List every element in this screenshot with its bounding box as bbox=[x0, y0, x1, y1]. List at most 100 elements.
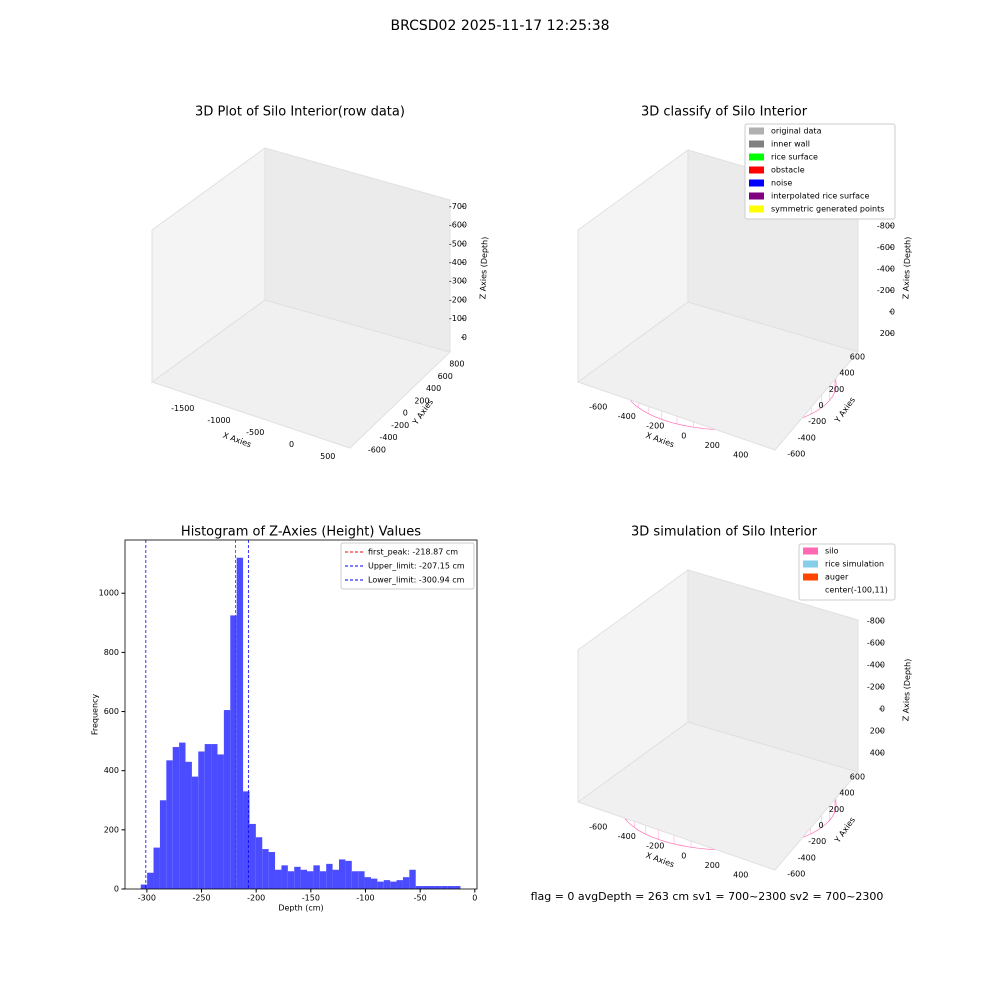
y-tick-label: -400 bbox=[798, 853, 816, 862]
bar bbox=[300, 869, 308, 889]
bar bbox=[447, 886, 455, 889]
legend-label: symmetric generated points bbox=[771, 205, 884, 214]
legend-label: first_peak: -218.87 cm bbox=[368, 548, 458, 557]
legend-swatch bbox=[803, 560, 818, 568]
y-tick-label: 600 bbox=[850, 773, 865, 782]
y-tick-label: 1000 bbox=[99, 589, 119, 598]
bar bbox=[153, 847, 160, 889]
bar bbox=[172, 747, 180, 889]
z-tick-label: -100 bbox=[449, 314, 467, 323]
y-tick-label: 400 bbox=[839, 369, 854, 378]
legend-label: silo bbox=[825, 547, 839, 556]
bar bbox=[441, 886, 448, 889]
legend-label: interpolated rice surface bbox=[771, 192, 869, 201]
y-tick-label: 0 bbox=[819, 821, 824, 830]
bar bbox=[147, 872, 154, 889]
y-tick-label: 400 bbox=[839, 789, 854, 798]
z-tick-label: -600 bbox=[449, 221, 467, 230]
y-tick-label: 600 bbox=[438, 372, 453, 381]
x-tick-label: -200 bbox=[646, 422, 664, 431]
bar bbox=[370, 878, 378, 889]
y-tick-label: 0 bbox=[114, 885, 119, 894]
bar bbox=[415, 886, 423, 889]
y-tick-label: 400 bbox=[426, 384, 441, 393]
y-tick-label: -400 bbox=[379, 433, 397, 442]
bar bbox=[249, 823, 256, 889]
x-axis-label: Depth (cm) bbox=[278, 904, 323, 913]
x-tick-label: -200 bbox=[247, 894, 265, 903]
x-tick-label: 0 bbox=[681, 431, 686, 440]
bar bbox=[230, 615, 237, 889]
z-tick-label: 200 bbox=[880, 329, 895, 338]
bar bbox=[159, 800, 167, 889]
z-tick-label: -300 bbox=[449, 277, 467, 286]
legend-box bbox=[798, 543, 896, 601]
legend-label: center(-100,11) bbox=[825, 586, 888, 595]
bar bbox=[377, 881, 384, 889]
bar bbox=[454, 886, 461, 889]
bar bbox=[262, 849, 269, 889]
legend-swatch bbox=[749, 205, 764, 213]
bar bbox=[396, 880, 403, 889]
bar bbox=[281, 865, 288, 889]
legend-swatch bbox=[803, 547, 818, 555]
y-tick-label: 200 bbox=[829, 805, 844, 814]
bar bbox=[364, 877, 371, 889]
bar bbox=[351, 871, 359, 889]
legend-label: rice simulation bbox=[825, 560, 884, 569]
z-tick-label: 0 bbox=[880, 705, 885, 714]
chart-title: 3D classify of Silo Interior bbox=[641, 105, 808, 120]
legend-box bbox=[340, 542, 475, 590]
axis-label: Z Axies (Depth) bbox=[901, 659, 912, 722]
bar bbox=[217, 754, 224, 889]
bar bbox=[338, 859, 346, 889]
legend-swatch bbox=[803, 573, 818, 581]
legend-swatch bbox=[749, 140, 764, 148]
x-tick-label: -600 bbox=[589, 402, 607, 411]
y-tick-label: 200 bbox=[829, 385, 844, 394]
x-tick-label: 0 bbox=[681, 851, 686, 860]
z-tick-label: -400 bbox=[449, 258, 467, 267]
x-tick-label: -1000 bbox=[207, 416, 230, 425]
chart-title: 3D Plot of Silo Interior(row data) bbox=[195, 105, 405, 120]
bar bbox=[307, 871, 314, 889]
x-tick-label: 400 bbox=[733, 451, 748, 460]
y-tick-label: -200 bbox=[391, 421, 409, 430]
figure-title: BRCSD02 2025-11-17 12:25:38 bbox=[390, 18, 609, 34]
legend-label: Lower_limit: -300.94 cm bbox=[368, 576, 465, 585]
bar bbox=[313, 865, 320, 889]
legend-swatch bbox=[749, 153, 764, 161]
z-tick-label: -400 bbox=[877, 264, 895, 273]
x-tick-label: -500 bbox=[246, 428, 264, 437]
legend-swatch bbox=[749, 166, 764, 174]
bar bbox=[236, 557, 244, 889]
x-tick-label: 200 bbox=[705, 441, 720, 450]
pane-back bbox=[687, 569, 859, 773]
bar bbox=[268, 852, 276, 889]
y-tick-label: 400 bbox=[104, 766, 119, 775]
z-tick-label: -200 bbox=[449, 295, 467, 304]
bar bbox=[345, 860, 352, 889]
legend-swatch bbox=[749, 192, 764, 200]
y-tick-label: -600 bbox=[787, 449, 805, 458]
y-tick-label: 200 bbox=[414, 396, 429, 405]
bar bbox=[185, 761, 192, 889]
z-tick-label: 200 bbox=[870, 727, 885, 736]
y-tick-label: 800 bbox=[104, 648, 119, 657]
z-tick-label: -200 bbox=[867, 683, 885, 692]
bar bbox=[287, 871, 295, 889]
x-tick-label: -100 bbox=[356, 894, 374, 903]
y-tick-label: 800 bbox=[449, 360, 464, 369]
x-tick-label: 200 bbox=[705, 861, 720, 870]
x-tick-label: -200 bbox=[646, 842, 664, 851]
z-tick-label: 0 bbox=[890, 307, 895, 316]
x-tick-label: 500 bbox=[320, 452, 335, 461]
legend-label: noise bbox=[771, 179, 792, 188]
legend-label: original data bbox=[771, 127, 822, 136]
legend-box bbox=[744, 123, 896, 220]
legend-swatch bbox=[749, 179, 764, 187]
z-tick-label: -800 bbox=[867, 617, 885, 626]
bar bbox=[332, 869, 339, 889]
x-tick-label: -400 bbox=[618, 412, 636, 421]
